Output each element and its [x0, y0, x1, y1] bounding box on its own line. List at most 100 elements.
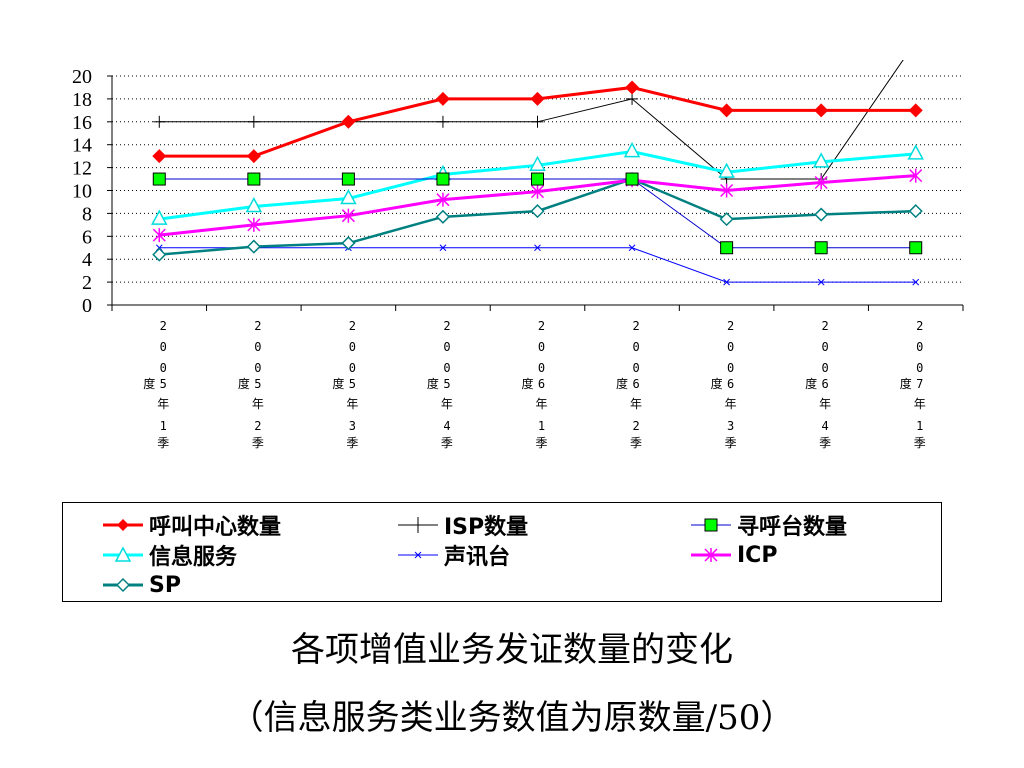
x-tick-char: 0	[349, 361, 356, 375]
x-tick-char: 季	[441, 436, 453, 450]
legend-key-paging	[691, 518, 731, 532]
x-tick-char: 年	[252, 397, 264, 411]
legend-item-info-service: 信息服务	[103, 541, 238, 570]
x-tick-char: 0	[254, 361, 261, 375]
data-point	[435, 209, 451, 224]
x-tick-char: 年	[535, 397, 547, 411]
y-tick-label: 2	[82, 272, 92, 294]
data-point	[151, 209, 168, 225]
x-tick-char: 年	[914, 397, 926, 411]
x-tick-char: 年	[630, 397, 642, 411]
data-point	[628, 244, 636, 252]
data-point	[152, 172, 166, 186]
x-tick-char: 5	[349, 377, 356, 391]
data-point	[718, 162, 735, 178]
data-point	[908, 204, 923, 219]
x-tick-char: 2	[349, 319, 356, 333]
data-point	[531, 172, 544, 186]
x-tick-char: 1	[916, 419, 923, 433]
legend-key-isp	[398, 517, 438, 533]
data-point-stroke	[723, 278, 730, 286]
data-point	[152, 247, 167, 262]
y-tick-label: 0	[82, 295, 92, 317]
x-tick-char: 2	[254, 419, 261, 433]
legend-item-sp: SP	[103, 571, 181, 599]
data-point	[534, 244, 541, 252]
data-point	[814, 207, 829, 222]
data-point-stroke	[439, 244, 447, 252]
x-tick-char: 0	[632, 340, 639, 354]
data-point	[153, 115, 166, 128]
data-point	[439, 244, 447, 252]
x-tick-char: 季	[157, 436, 169, 450]
x-tick-char: 5	[160, 377, 167, 391]
x-tick-char: 2	[632, 419, 639, 433]
y-tick-label: 4	[82, 249, 92, 271]
x-tick-char: 0	[160, 340, 167, 354]
data-point-stroke	[817, 278, 825, 286]
data-point	[341, 114, 356, 129]
x-tick-char: 季	[535, 436, 547, 450]
data-point	[530, 204, 545, 219]
legend-label: SP	[149, 572, 181, 598]
data-point-stroke	[628, 244, 636, 252]
data-point	[625, 80, 640, 95]
x-tick-char: 0	[538, 340, 545, 354]
legend-label: 信息服务	[149, 545, 238, 570]
data-point	[247, 172, 261, 186]
data-point	[907, 144, 924, 160]
x-tick-char: 1	[538, 419, 545, 433]
data-point	[909, 241, 923, 255]
x-tick-char: 6	[538, 377, 545, 391]
x-tick-char: 0	[632, 361, 639, 375]
series-2	[152, 172, 923, 255]
data-point	[912, 278, 920, 286]
x-tick-char: 0	[443, 361, 450, 375]
x-tick-char: 0	[727, 340, 734, 354]
data-point	[341, 172, 355, 186]
x-tick-char: 年	[725, 397, 737, 411]
data-point	[814, 241, 828, 255]
data-point	[814, 175, 828, 190]
data-point-stroke	[912, 278, 920, 286]
x-tick-char: 0	[916, 340, 923, 354]
x-tick-char: 6	[822, 377, 829, 391]
x-tick-char: 度	[900, 376, 912, 391]
x-tick-char: 4	[822, 419, 829, 433]
series-5	[152, 168, 923, 243]
x-tick-char: 年	[346, 397, 358, 411]
x-tick-char: 0	[443, 340, 450, 354]
axes	[107, 75, 964, 311]
data-point	[529, 155, 546, 172]
x-tick-char: 1	[160, 419, 167, 433]
legend-item-paging: 寻呼台数量	[691, 511, 847, 540]
legend-item-isp: ISP数量	[398, 511, 529, 540]
data-point	[530, 184, 545, 199]
legend-label: ISP数量	[444, 515, 529, 540]
data-point	[247, 217, 261, 232]
legend-key-icp	[691, 548, 731, 562]
x-tick-char: 6	[632, 377, 639, 391]
legend-key-info-service	[103, 546, 143, 562]
x-tick-char: 季	[725, 436, 737, 450]
x-tick-char: 0	[822, 361, 829, 375]
data-point	[340, 188, 357, 205]
series-4	[155, 244, 920, 286]
data-point	[812, 152, 830, 168]
series-line	[159, 247, 916, 283]
data-point	[435, 91, 450, 106]
y-tick-label: 18	[72, 89, 92, 111]
x-tick-char: 度	[332, 376, 344, 391]
x-tick-char: 度	[521, 376, 533, 391]
x-tick-char: 0	[254, 340, 261, 354]
legend-label: 声讯台	[444, 545, 511, 570]
x-tick-char: 0	[822, 340, 829, 354]
x-tick-char: 度	[616, 376, 628, 391]
y-tick-label: 14	[72, 135, 92, 157]
